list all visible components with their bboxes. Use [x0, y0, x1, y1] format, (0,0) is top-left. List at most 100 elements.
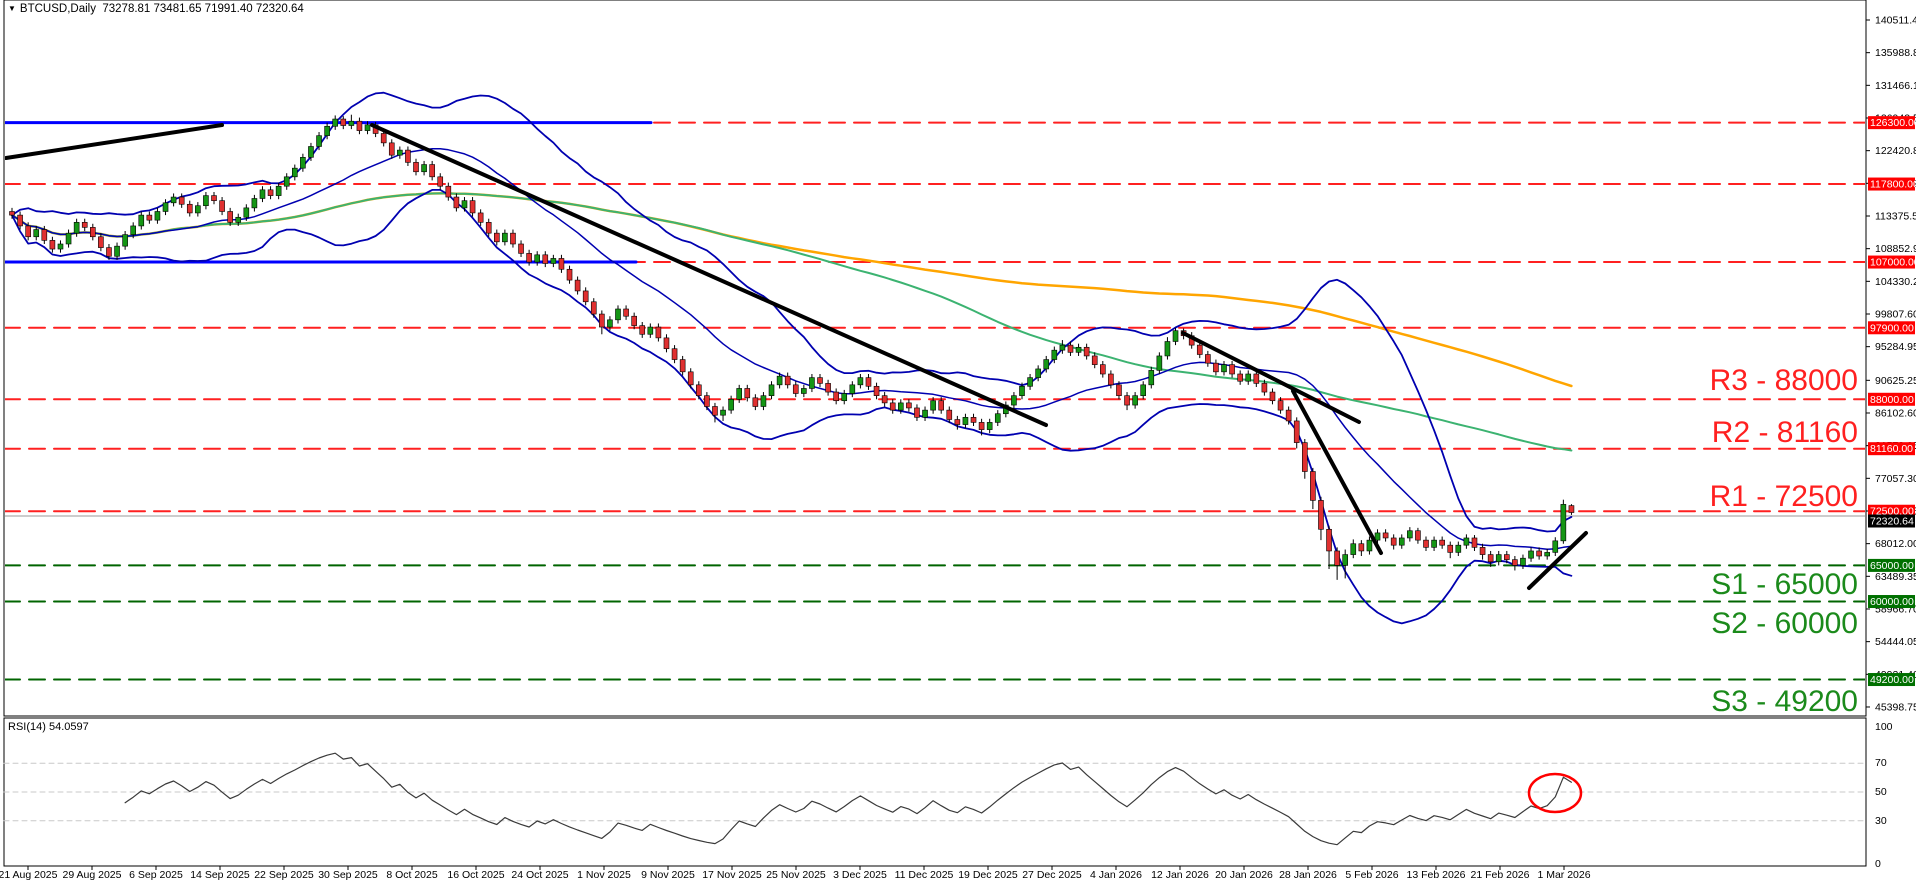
candle-down [81, 222, 88, 228]
trendline-2 [370, 123, 1048, 427]
candle-down [356, 120, 363, 131]
candle-down [413, 162, 419, 173]
candle-down [429, 164, 435, 178]
candle-down [1358, 543, 1365, 552]
candle-down [582, 290, 589, 303]
price-axis-label: 95284.95 [1875, 341, 1916, 353]
symbol-title-text: BTCUSD,Daily [19, 3, 96, 15]
date-axis-label: 14 Sep 2025 [190, 869, 250, 881]
price-axis-label: 54444.05 [1875, 636, 1916, 648]
candle-down [663, 337, 670, 350]
price-axis-label: 122420.85 [1875, 145, 1916, 157]
candle-up [1172, 330, 1179, 342]
candle-up [1043, 359, 1050, 370]
candle-down [340, 118, 347, 126]
candle-down [1447, 544, 1454, 553]
trendline-5 [1527, 531, 1588, 590]
candle-down [106, 247, 112, 257]
candle-down [574, 279, 581, 292]
candle-down [518, 243, 524, 254]
candle-down [49, 240, 56, 250]
candle-down [873, 385, 880, 396]
candle-down [98, 236, 104, 248]
candle-up [1164, 341, 1171, 357]
candle-up [461, 200, 468, 209]
candle-up [251, 198, 258, 209]
candle-down [1568, 505, 1575, 513]
date-axis-label: 6 Sep 2025 [129, 869, 183, 881]
price-level-badge [1868, 177, 1915, 191]
candle-up [33, 229, 40, 238]
candle-down [219, 200, 225, 212]
candle-up [1398, 537, 1405, 546]
rsi-line [124, 752, 1573, 846]
chevron-down-icon[interactable]: ▼ [8, 4, 16, 13]
price-level-badge [1868, 255, 1915, 269]
candle-down [712, 406, 718, 416]
date-axis-label: 11 Dec 2025 [895, 869, 954, 881]
bollinger-upper-band [11, 91, 1573, 533]
candle-down [1310, 471, 1316, 501]
resistance-big-label: R1 - 72500 [1710, 480, 1858, 513]
candle-up [73, 222, 80, 234]
candle-up [300, 157, 306, 169]
candle-up [1455, 544, 1462, 553]
candle-down [1213, 362, 1219, 373]
candle-down [1100, 364, 1106, 375]
candle-up [203, 195, 209, 207]
date-axis-label: 21 Aug 2025 [0, 869, 58, 881]
candle-down [599, 313, 605, 328]
candle-down [178, 196, 185, 205]
candle-up [364, 124, 371, 131]
candle-down [1253, 373, 1260, 384]
candle-up [736, 388, 743, 400]
price-axis-label: 45398.75 [1875, 701, 1916, 713]
rsi-highlight-ellipse [1527, 772, 1583, 814]
candle-down [914, 407, 920, 418]
candle-down [1504, 554, 1510, 560]
candle-up [994, 413, 1001, 423]
trendline-4 [1291, 389, 1383, 555]
candle-down [542, 254, 549, 264]
candle-down [1487, 554, 1494, 563]
candle-up [776, 375, 783, 386]
candle-down [889, 402, 896, 411]
candle-down [485, 222, 492, 234]
price-level-badge-text: 81160.00 [1870, 443, 1913, 455]
candle-up [1075, 346, 1082, 353]
price-level-badge [1868, 595, 1915, 609]
main-pane-frame [3, 0, 1867, 717]
date-axis-label: 3 Dec 2025 [833, 869, 887, 881]
price-level-badge [1868, 558, 1915, 572]
candle-up [291, 167, 298, 178]
candle-up [728, 398, 734, 411]
price-level-badge-text: 97900.00 [1870, 322, 1914, 334]
candle-up [720, 409, 726, 416]
candle-down [833, 391, 839, 402]
candle-down [211, 195, 217, 201]
candle-up [1560, 504, 1567, 542]
price-axis-label: 90625.25 [1875, 375, 1916, 387]
candle-up [615, 308, 621, 321]
date-axis-label: 4 Jan 2026 [1090, 869, 1142, 881]
candle-up [1495, 554, 1502, 563]
candle-down [25, 225, 31, 238]
candle-down [1471, 537, 1478, 548]
price-level-badge-text: 88000.00 [1870, 394, 1914, 406]
candle-up [897, 402, 904, 411]
candle-down [1108, 373, 1114, 386]
candle-down [1261, 383, 1268, 393]
support-big-label: S1 - 65000 [1711, 568, 1858, 601]
candle-down [477, 212, 484, 223]
candle-down [1423, 539, 1429, 548]
candle-up [962, 417, 969, 425]
candle-up [130, 225, 136, 235]
candle-up [170, 196, 177, 204]
candle-down [704, 395, 710, 407]
price-axis-label: 77057.30 [1875, 473, 1916, 485]
candle-down [1269, 391, 1276, 402]
candle-down [1293, 420, 1300, 443]
price-axis-label: 108852.90 [1875, 243, 1916, 255]
candle-up [986, 422, 993, 430]
